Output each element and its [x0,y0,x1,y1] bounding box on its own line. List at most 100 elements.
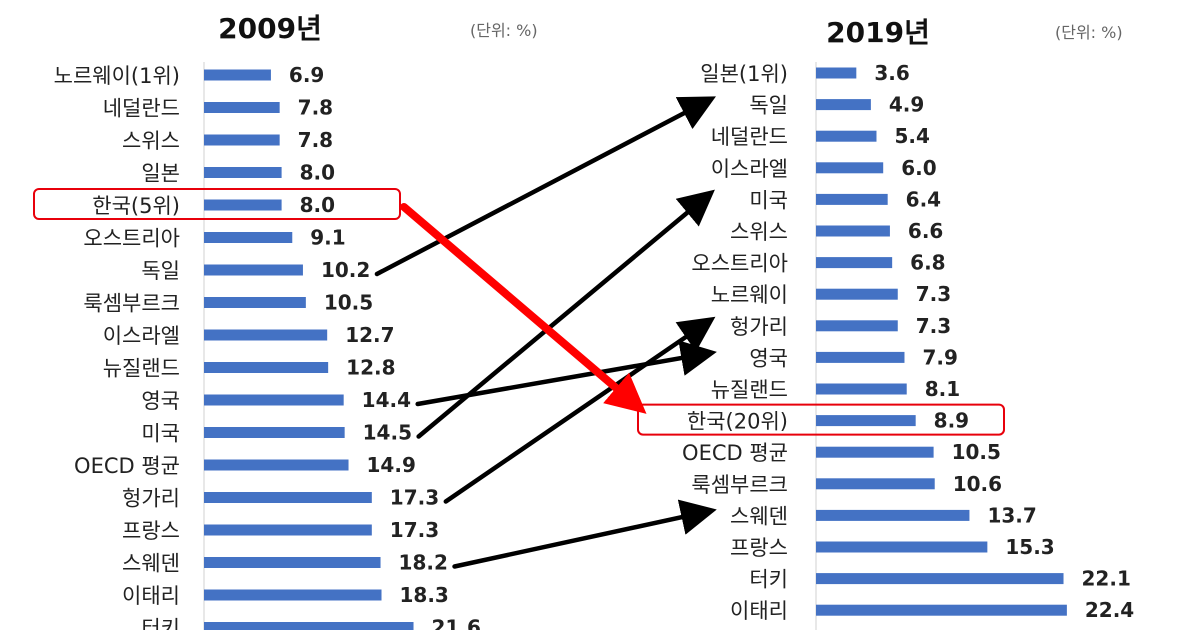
value-label-2009-11: 14.4 [362,388,411,412]
value-label-2009-5: 8.0 [300,193,335,217]
bar-2019-16 [816,541,988,553]
category-label-2009-16: 스웨덴 [122,552,180,576]
value-label-2019-12: 8.9 [934,409,969,433]
bar-2009-10 [204,362,329,373]
category-label-2019-10: 영국 [749,346,788,370]
value-label-2009-9: 12.7 [345,323,394,347]
bar-2009-7 [204,264,303,276]
bar-2009-3 [204,134,280,146]
bar-2009-14 [204,492,372,503]
category-label-2009-10: 뉴질랜드 [103,357,180,381]
category-label-2009-5: 한국(5위) [92,194,180,218]
value-label-2019-10: 7.9 [922,345,957,369]
bar-2019-14 [816,478,935,490]
category-label-2019-3: 네덜란드 [711,125,788,149]
bar-2019-10 [816,351,905,363]
bar-2009-18 [204,622,414,630]
panel-2009: 노르웨이(1위) 6.9 네덜란드 7.8 스위스 7.8 일본 8.0 한국(5위) 8.0 오스… [33,63,481,630]
unit-2009: (단위: %) [470,21,538,40]
value-label-2009-14: 17.3 [390,486,439,510]
bar-2009-4 [204,167,282,178]
category-label-2019-9: 헝가리 [730,315,788,339]
category-label-2019-7: 오스트리아 [691,252,788,276]
bar-2009-12 [204,427,345,438]
category-label-2019-5: 미국 [749,188,788,212]
value-label-2019-6: 6.6 [908,219,943,243]
category-label-2009-3: 스위스 [122,129,180,153]
value-label-2009-1: 6.9 [289,63,324,87]
category-label-2009-2: 네덜란드 [103,97,180,121]
value-label-2009-17: 18.3 [400,583,449,607]
value-label-2009-2: 7.8 [298,96,333,120]
bar-2009-17 [204,589,382,601]
category-label-2019-11: 뉴질랜드 [711,378,788,402]
bar-2019-5 [816,193,888,205]
bar-2009-8 [204,297,306,308]
category-label-2009-7: 독일 [141,259,180,283]
value-label-2019-9: 7.3 [916,314,951,338]
bar-2019-12 [816,415,916,427]
category-label-2019-4: 이스라엘 [711,157,788,181]
category-label-2009-17: 이태리 [122,584,180,608]
value-label-2009-3: 7.8 [298,128,333,152]
bar-2019-11 [816,383,907,395]
category-label-2009-9: 이스라엘 [103,324,180,348]
bar-2019-2 [816,99,871,111]
category-label-2019-17: 터키 [749,568,788,592]
value-label-2019-3: 5.4 [894,124,929,148]
connectors [374,96,717,569]
bar-2009-9 [204,329,328,341]
category-label-2019-13: OECD 평균 [682,441,788,465]
bar-2009-16 [204,557,381,568]
highlight-box-2009 [33,188,401,220]
value-label-2019-11: 8.1 [925,377,960,401]
category-label-2009-11: 영국 [141,389,180,413]
bar-2019-7 [816,257,893,269]
category-label-2019-18: 이태리 [730,599,788,623]
value-label-2019-2: 4.9 [889,93,924,117]
value-label-2019-4: 6.0 [901,156,936,180]
bar-2009-5 [204,199,282,211]
bar-2009-11 [204,394,344,406]
category-label-2019-8: 노르웨이 [711,283,788,307]
value-label-2019-7: 6.8 [910,251,945,275]
value-label-2009-16: 18.2 [399,551,448,575]
category-label-2009-15: 프랑스 [122,519,180,543]
value-label-2009-6: 9.1 [310,226,345,250]
connector-arrow-3 [415,340,717,407]
bar-2019-3 [816,130,877,142]
bar-2009-2 [204,102,280,113]
bar-2009-13 [204,459,349,471]
category-label-2019-15: 스웨덴 [730,504,788,528]
unit-2019: (단위: %) [1055,23,1123,42]
value-label-2009-18: 21.6 [432,616,481,630]
category-label-2009-12: 미국 [141,422,180,446]
value-label-2009-12: 14.5 [363,421,412,445]
bar-2019-13 [816,446,934,458]
value-label-2019-14: 10.6 [953,472,1002,496]
title-2009: 2009년 [218,12,322,45]
connector-arrow-4 [443,316,716,504]
bar-2019-17 [816,573,1064,585]
value-label-2019-1: 3.6 [874,61,909,85]
bar-2009-1 [204,69,271,81]
bar-2019-8 [816,288,898,300]
bar-2009-15 [204,524,372,536]
bar-2019-9 [816,320,898,332]
value-label-2019-16: 15.3 [1005,535,1054,559]
category-label-2009-1: 노르웨이(1위) [54,64,180,88]
bar-2019-15 [816,509,970,521]
value-label-2019-15: 13.7 [987,503,1036,527]
category-label-2019-16: 프랑스 [730,536,788,560]
value-label-2009-15: 17.3 [390,518,439,542]
bar-2009-6 [204,232,293,243]
connector-arrow-5 [452,499,717,569]
value-label-2019-17: 22.1 [1082,567,1131,591]
value-label-2009-10: 12.8 [346,356,395,380]
category-label-2009-6: 오스트리아 [83,227,180,251]
value-label-2019-18: 22.4 [1085,598,1134,622]
category-label-2019-14: 룩셈부르크 [691,473,788,497]
category-label-2009-14: 헝가리 [122,487,180,511]
value-label-2019-8: 7.3 [916,282,951,306]
